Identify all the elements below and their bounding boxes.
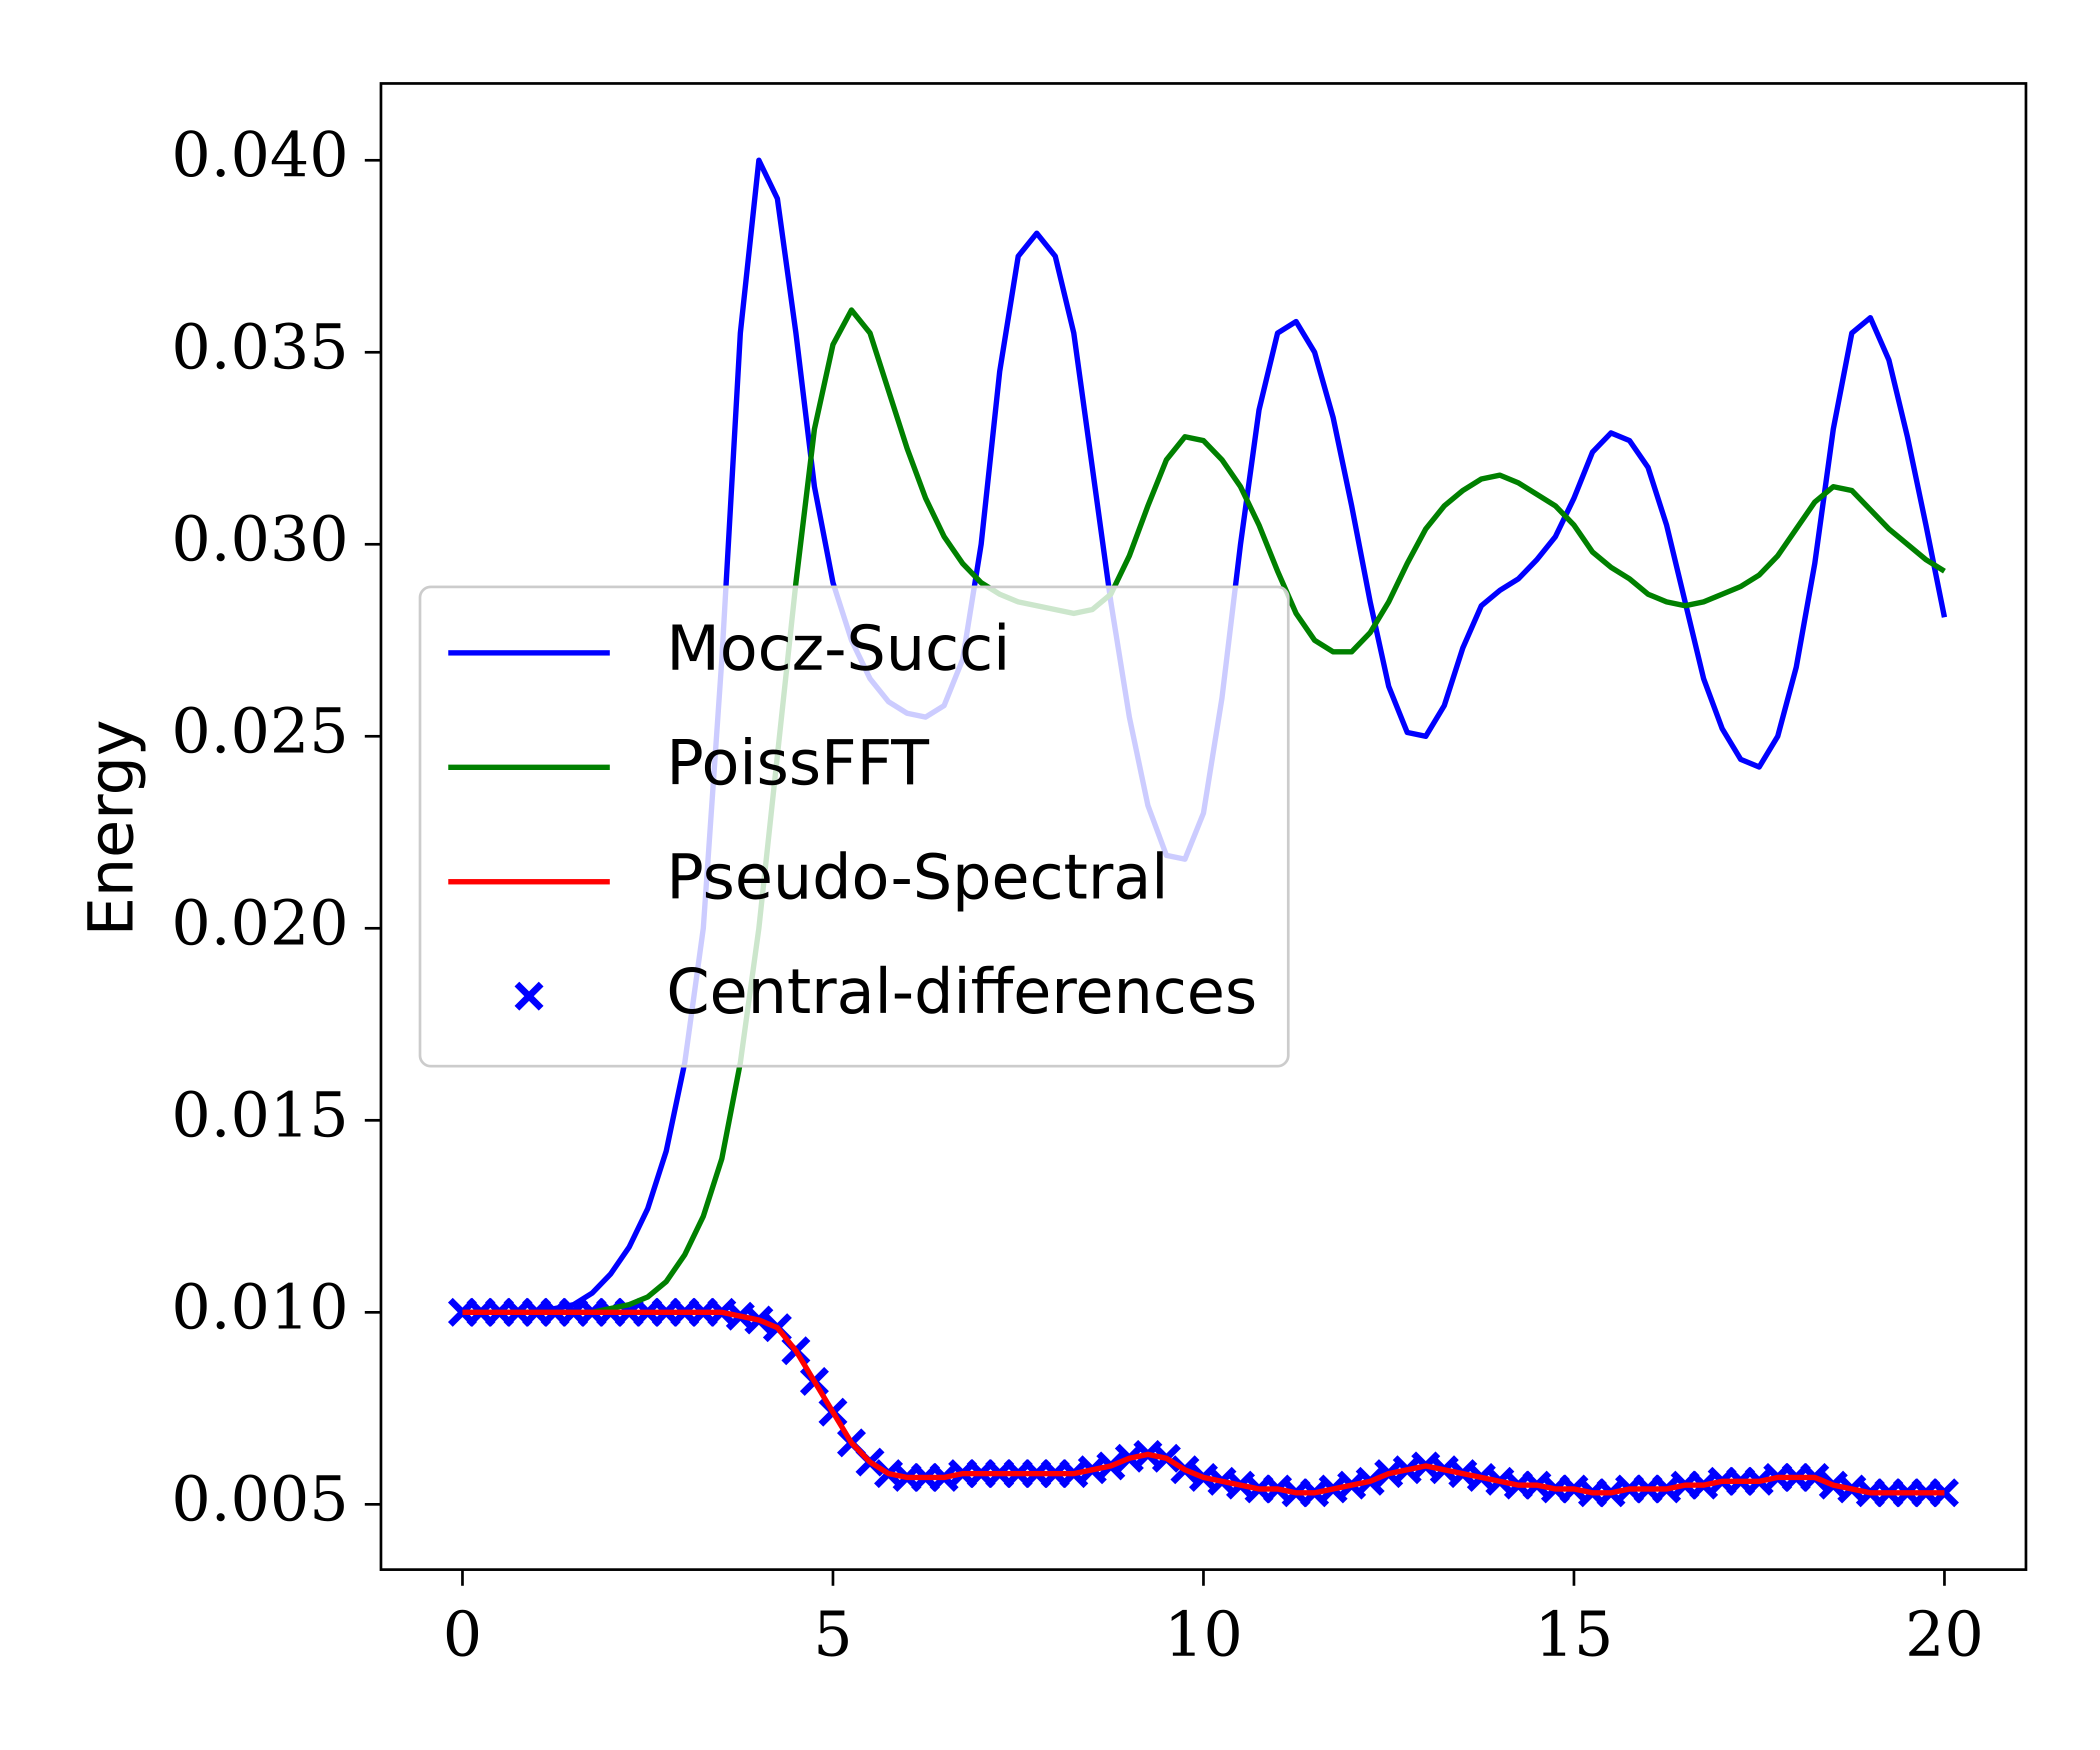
- legend: Mocz-Succi PoissFFT Pseudo-Spectral Central…: [418, 586, 1290, 1068]
- y-tick-label: 0.015: [172, 1080, 349, 1152]
- legend-label: PoissFFT: [666, 727, 930, 799]
- y-tick-label: 0.020: [172, 888, 349, 960]
- y-tick-label: 0.010: [172, 1272, 349, 1344]
- legend-marker: [514, 982, 544, 1011]
- legend-label: Pseudo-Spectral: [666, 842, 1168, 914]
- legend-label: Mocz-Succi: [666, 612, 1010, 684]
- y-tick-label: 0.035: [172, 312, 349, 384]
- x-tick-label: 0: [443, 1598, 482, 1670]
- y-tick-label: 0.030: [172, 504, 349, 576]
- x-tick-label: 10: [1164, 1598, 1243, 1670]
- y-tick-label: 0.025: [172, 696, 349, 768]
- y-tick-label: 0.005: [172, 1464, 349, 1536]
- x-tick-label: 5: [814, 1598, 853, 1670]
- y-tick-label: 0.040: [172, 120, 349, 192]
- legend-label: Central-differences: [666, 956, 1258, 1028]
- series-line: [462, 1310, 1944, 1496]
- x-tick-label: 20: [1905, 1598, 1984, 1670]
- y-axis-label: Energy: [76, 720, 148, 936]
- plot-frame: [380, 82, 2028, 1571]
- x-tick-label: 15: [1534, 1598, 1614, 1670]
- legend-box: [418, 586, 1290, 1068]
- series-line: [462, 307, 1946, 1316]
